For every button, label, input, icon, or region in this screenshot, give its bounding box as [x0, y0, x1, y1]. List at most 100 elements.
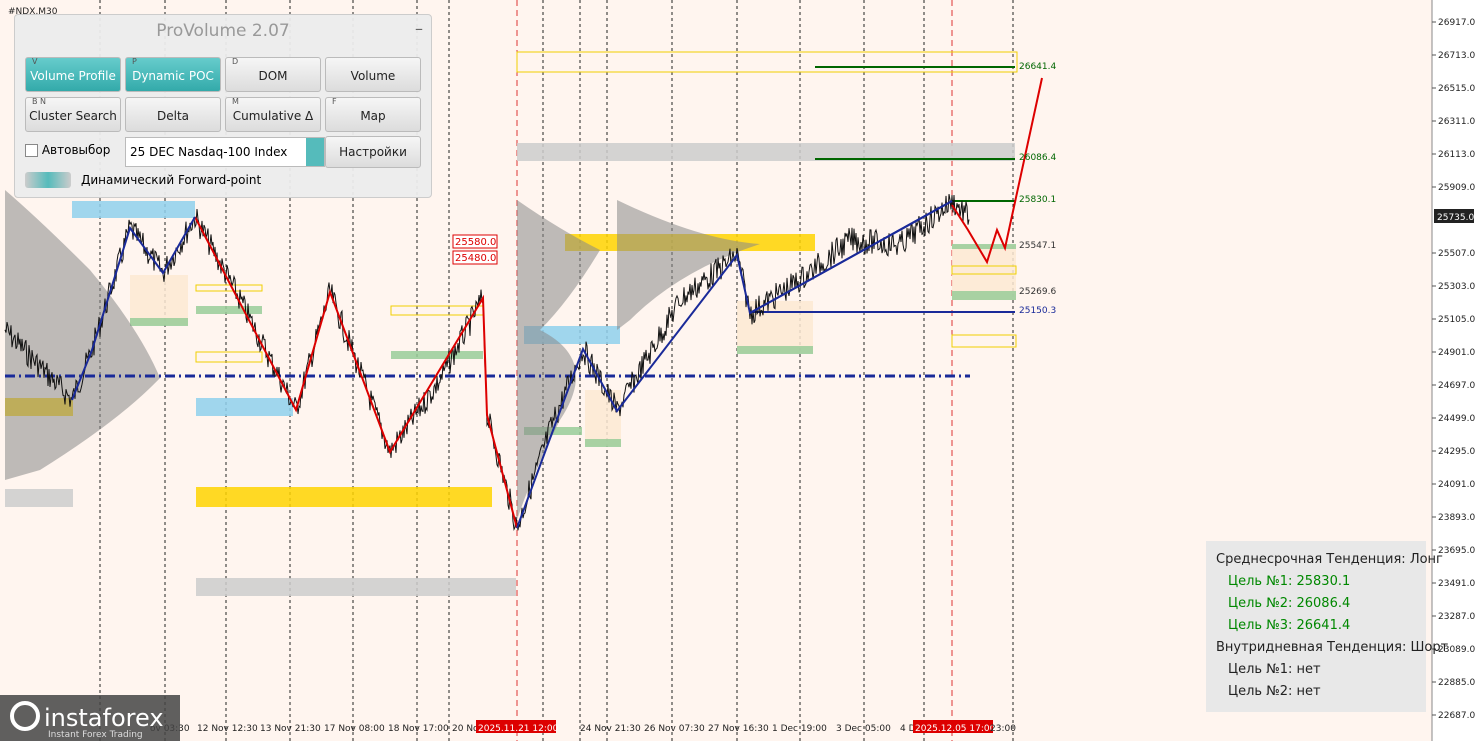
zone [196, 578, 516, 596]
decorations [4, 0, 1043, 741]
button-label: Dynamic POC [132, 69, 214, 83]
zigzag-down [194, 216, 518, 529]
zone [585, 439, 621, 447]
panel-button[interactable]: M Cumulative Δ [225, 97, 321, 132]
time-label: 24 Nov 21:30 [580, 724, 641, 734]
zone-outline [951, 265, 1017, 275]
time-label: 20 No [452, 724, 479, 734]
price-label: 24499.0 [1438, 414, 1475, 424]
price-label: 23893.0 [1438, 513, 1475, 523]
zone [72, 201, 195, 218]
level-label: 25547.1 [1019, 241, 1056, 251]
zone [952, 291, 1016, 300]
level-label: 26086.4 [1019, 153, 1056, 163]
level-label: 26641.4 [1019, 62, 1056, 72]
time-label: 26 Nov 07:30 [644, 724, 705, 734]
button-label: Map [360, 109, 386, 123]
settings-button[interactable]: Настройки [325, 136, 421, 168]
zone [130, 318, 188, 326]
button-label: Volume [350, 69, 396, 83]
zone [5, 489, 73, 507]
time-highlight [913, 720, 993, 733]
zone-outline [195, 351, 263, 363]
time-label: 12 Nov 12:30 [197, 724, 258, 734]
info-line: Цель №2: 26086.4 [1228, 596, 1351, 611]
price-label: 23491.0 [1438, 579, 1475, 589]
price-label: 24901.0 [1438, 348, 1475, 358]
provolume-panel: ProVolume 2.07 – V Volume Profile P Dynamic… [14, 14, 432, 198]
price-label: 24091.0 [1438, 480, 1475, 490]
current-price: 25735.0 [1437, 213, 1474, 223]
price-label: 26113.0 [1438, 150, 1475, 160]
autoselect[interactable]: Автовыбор [25, 143, 110, 157]
panel-button[interactable]: D DOM [225, 57, 321, 92]
zone-outline [516, 51, 1018, 73]
spin[interactable] [306, 138, 324, 166]
button-label: Delta [156, 109, 189, 123]
mark-box [452, 234, 498, 249]
toggle[interactable] [25, 172, 71, 188]
forward-label: Динамический Forward-point [81, 173, 262, 187]
zone [196, 487, 492, 507]
checkbox[interactable] [25, 144, 38, 157]
panel-button[interactable]: B N Cluster Search [25, 97, 121, 132]
instrument: 25 DEC Nasdaq-100 Index [130, 145, 288, 159]
time-label: 1 Dec 19:00 [772, 724, 827, 734]
forecast [951, 77, 1043, 265]
zone [130, 275, 188, 325]
zone [517, 143, 1015, 161]
price-label: 24295.0 [1438, 447, 1475, 457]
price-label: 22687.0 [1438, 711, 1475, 721]
instrument-select[interactable]: 25 DEC Nasdaq-100 Index [125, 137, 325, 167]
price-label: 23287.0 [1438, 612, 1475, 622]
time-label: 13 Nov 21:30 [260, 724, 321, 734]
price-label: 25507.0 [1438, 249, 1475, 259]
panel-button[interactable]: Delta [125, 97, 221, 132]
info-line: Цель №2: нет [1228, 684, 1321, 699]
zone [952, 245, 1016, 300]
price-label: 26311.0 [1438, 117, 1475, 127]
volume-profile [5, 190, 160, 480]
button-tag: D [232, 57, 239, 66]
trend-line [749, 200, 953, 314]
time-label: 17 Nov 08:00 [324, 724, 385, 734]
mark-box [452, 250, 498, 265]
time-label: 3 Dec 05:00 [836, 724, 891, 734]
price-label: 23089.0 [1438, 645, 1475, 655]
button-tag: V [32, 57, 38, 66]
button-tag: P [132, 57, 137, 66]
info-line: Цель №1: нет [1228, 662, 1321, 677]
price-label: 23695.0 [1438, 546, 1475, 556]
panel-button[interactable]: Volume [325, 57, 421, 92]
panel-button[interactable]: F Map [325, 97, 421, 132]
symbol: #NDX,M30 [8, 7, 58, 17]
level-label: 25830.1 [1019, 195, 1056, 205]
volume-profile [517, 200, 600, 520]
mark-label: 25480.0 [455, 253, 496, 264]
minimize[interactable]: – [415, 19, 423, 38]
logo: instaforex Instant Forex Trading [0, 695, 180, 741]
logo-name: instaforex [44, 704, 164, 732]
button-tag: F [332, 97, 337, 106]
info-line: Внутридневная Тенденция: Шорт [1216, 640, 1449, 655]
axis-bg [1432, 0, 1480, 741]
info-line: Цель №1: 25830.1 [1228, 574, 1351, 589]
time-label: 4 D [900, 724, 916, 734]
volume-profile [617, 200, 760, 330]
time-label: 27 Nov 16:30 [708, 724, 769, 734]
mark-label: 25580.0 [455, 237, 496, 248]
autoselect-label: Автовыбор [41, 143, 111, 157]
panel-button[interactable]: P Dynamic POC [125, 57, 221, 92]
button-label: Volume Profile [30, 69, 116, 83]
time-highlight [476, 720, 556, 733]
panel-button[interactable]: V Volume Profile [25, 57, 121, 92]
info-box: Среднесрочная Тенденция: Лонг Цель №1: 25… [1206, 541, 1448, 712]
info-line: Среднесрочная Тенденция: Лонг [1216, 552, 1443, 567]
price-label: 26713.0 [1438, 51, 1475, 61]
price-label: 25105.0 [1438, 315, 1475, 325]
price-label: 26515.0 [1438, 84, 1475, 94]
info-line: Цель №3: 26641.4 [1228, 618, 1351, 633]
